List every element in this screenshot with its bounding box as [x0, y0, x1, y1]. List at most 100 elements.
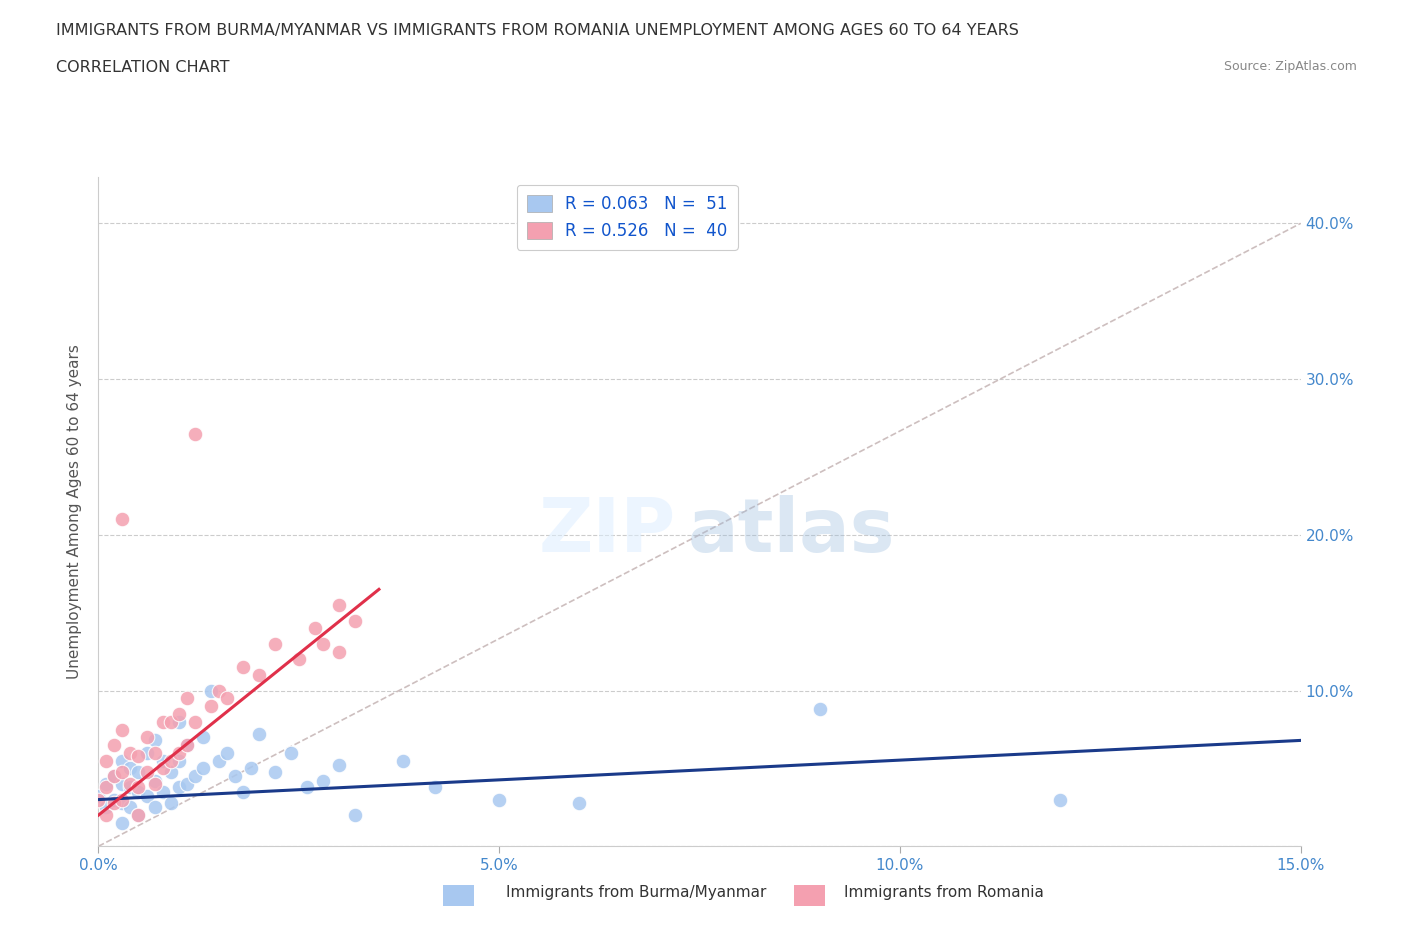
Point — [176, 777, 198, 791]
Point — [167, 746, 190, 761]
Point — [312, 636, 335, 651]
Point — [176, 737, 198, 752]
Point — [224, 769, 246, 784]
Text: Immigrants from Romania: Immigrants from Romania — [844, 885, 1043, 900]
Point — [111, 512, 134, 526]
Point — [120, 746, 142, 761]
Point — [96, 777, 118, 791]
Text: CORRELATION CHART: CORRELATION CHART — [56, 60, 229, 75]
Point — [167, 707, 190, 722]
Point — [263, 636, 285, 651]
Point — [128, 779, 150, 794]
Point — [159, 714, 181, 729]
Point — [103, 795, 125, 810]
Point — [152, 784, 174, 799]
Point — [87, 789, 110, 804]
Point — [128, 808, 150, 823]
Point — [239, 761, 262, 776]
Point — [167, 753, 190, 768]
Point — [96, 808, 118, 823]
Point — [208, 684, 231, 698]
Point — [568, 795, 591, 810]
Point — [128, 784, 150, 799]
Point — [232, 784, 254, 799]
Point — [208, 753, 231, 768]
Point — [215, 691, 238, 706]
Point — [135, 746, 157, 761]
Point — [143, 800, 166, 815]
Point — [143, 774, 166, 789]
Text: Source: ZipAtlas.com: Source: ZipAtlas.com — [1223, 60, 1357, 73]
Point — [183, 714, 205, 729]
Point — [343, 613, 366, 628]
Text: atlas: atlas — [688, 495, 894, 568]
Point — [159, 753, 181, 768]
Point — [232, 659, 254, 674]
Point — [111, 795, 134, 810]
Point — [152, 714, 174, 729]
Point — [143, 746, 166, 761]
Point — [135, 789, 157, 804]
Point — [103, 792, 125, 807]
Y-axis label: Unemployment Among Ages 60 to 64 years: Unemployment Among Ages 60 to 64 years — [67, 344, 83, 679]
Point — [808, 702, 831, 717]
Point — [103, 769, 125, 784]
Point — [280, 746, 302, 761]
Point — [176, 691, 198, 706]
Point — [120, 779, 142, 794]
Point — [120, 777, 142, 791]
Point — [167, 779, 190, 794]
Point — [111, 722, 134, 737]
Point — [176, 737, 198, 752]
Point — [247, 668, 270, 683]
Point — [96, 753, 118, 768]
Point — [247, 726, 270, 741]
Point — [159, 764, 181, 779]
Point — [152, 753, 174, 768]
Point — [135, 764, 157, 779]
Point — [128, 764, 150, 779]
Point — [152, 761, 174, 776]
Point — [295, 779, 318, 794]
Point — [288, 652, 311, 667]
Point — [111, 792, 134, 807]
Point — [1049, 792, 1071, 807]
Point — [328, 758, 350, 773]
Point — [111, 777, 134, 791]
Point — [96, 779, 118, 794]
Point — [312, 774, 335, 789]
Point — [167, 714, 190, 729]
Point — [191, 730, 214, 745]
Text: Immigrants from Burma/Myanmar: Immigrants from Burma/Myanmar — [506, 885, 766, 900]
Point — [103, 737, 125, 752]
Point — [111, 753, 134, 768]
Point — [103, 769, 125, 784]
Point — [87, 792, 110, 807]
Point — [120, 800, 142, 815]
Point — [143, 777, 166, 791]
Point — [215, 746, 238, 761]
Point — [328, 597, 350, 612]
Point — [96, 800, 118, 815]
Point — [191, 761, 214, 776]
Point — [183, 426, 205, 441]
Point — [135, 730, 157, 745]
Point — [263, 764, 285, 779]
Point — [143, 733, 166, 748]
Point — [111, 816, 134, 830]
Point — [328, 644, 350, 659]
Legend: R = 0.063   N =  51, R = 0.526   N =  40: R = 0.063 N = 51, R = 0.526 N = 40 — [517, 185, 738, 249]
Text: IMMIGRANTS FROM BURMA/MYANMAR VS IMMIGRANTS FROM ROMANIA UNEMPLOYMENT AMONG AGES: IMMIGRANTS FROM BURMA/MYANMAR VS IMMIGRA… — [56, 23, 1019, 38]
Point — [128, 749, 150, 764]
Point — [159, 795, 181, 810]
Point — [423, 779, 446, 794]
Point — [392, 753, 415, 768]
Point — [128, 808, 150, 823]
Point — [183, 769, 205, 784]
Point — [488, 792, 510, 807]
Point — [343, 808, 366, 823]
Point — [120, 761, 142, 776]
Point — [304, 621, 326, 636]
Text: ZIP: ZIP — [538, 495, 675, 568]
Point — [200, 684, 222, 698]
